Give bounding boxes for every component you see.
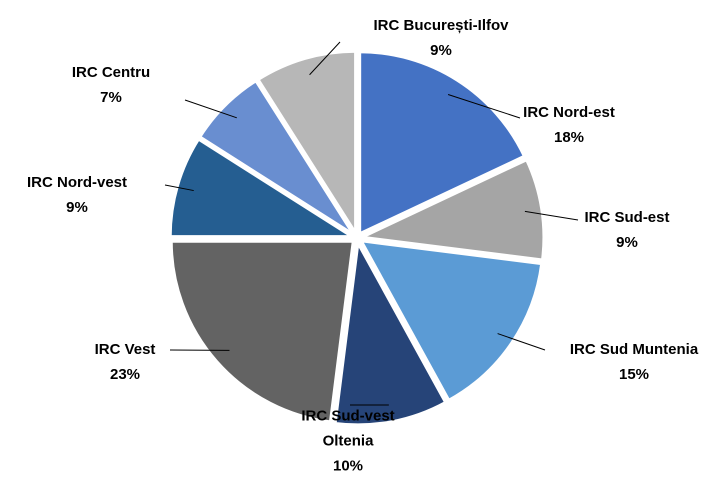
- percent-label: 18%: [499, 125, 639, 150]
- category-name: IRC Sud-est: [557, 205, 697, 230]
- category-name: IRC Sud-vest Oltenia: [293, 404, 403, 454]
- category-name: IRC Nord-vest: [7, 170, 147, 195]
- percent-label: 9%: [7, 195, 147, 220]
- category-name: IRC București-Ilfov: [351, 13, 531, 38]
- pie-slice: [171, 241, 353, 422]
- percent-label: 15%: [544, 362, 717, 387]
- category-name: IRC Nord-est: [499, 100, 639, 125]
- percent-label: 9%: [557, 230, 697, 255]
- category-name: IRC Centru: [41, 60, 181, 85]
- percent-label: 23%: [55, 362, 195, 387]
- percent-label: 7%: [41, 85, 181, 110]
- percent-label: 9%: [351, 38, 531, 63]
- category-name: IRC Sud Muntenia: [544, 337, 717, 362]
- category-name: IRC Vest: [55, 337, 195, 362]
